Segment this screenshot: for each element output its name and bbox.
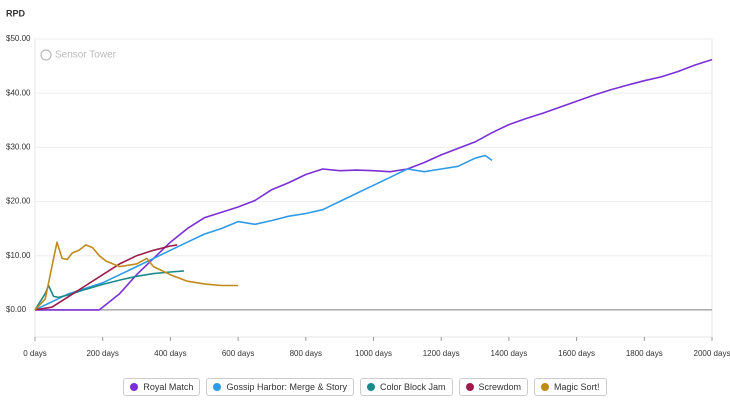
y-tick-label: $40.00 (6, 88, 31, 97)
series-line (34, 244, 178, 311)
legend-item[interactable]: Screwdom (458, 378, 529, 396)
legend-item[interactable]: Color Block Jam (360, 378, 453, 396)
x-tick-label: 1400 days (490, 349, 527, 358)
legend-label: Gossip Harbor: Merge & Story (226, 382, 347, 392)
watermark: Sensor Tower (55, 50, 117, 61)
series-line (34, 154, 493, 311)
series-line (34, 241, 239, 311)
x-tick-label: 200 days (86, 349, 118, 358)
watermark-logo (40, 49, 52, 61)
y-tick-label: $30.00 (6, 142, 31, 151)
x-tick-label: 1600 days (558, 349, 595, 358)
plot-border (34, 38, 713, 338)
chart: RPD Sensor Tower $0.00 $10.00 $20.00 $30.00… (6, 8, 730, 358)
x-tick-label: 800 days (290, 349, 322, 358)
legend-swatch (541, 383, 550, 391)
y-tick-label: $20.00 (6, 197, 31, 206)
x-tick-label: 1800 days (626, 349, 663, 358)
legend-label: Magic Sort! (554, 382, 600, 392)
x-tick-label: 2000 days (694, 349, 730, 358)
legend-swatch (213, 383, 222, 391)
x-tick-label: 1200 days (423, 349, 460, 358)
legend: Royal Match Gossip Harbor: Merge & Story C… (0, 378, 730, 396)
x-tick-label: 600 days (222, 349, 254, 358)
y-tick-label: $50.00 (6, 34, 31, 43)
x-tick-label: 0 days (23, 349, 47, 358)
legend-label: Royal Match (143, 382, 194, 392)
legend-item[interactable]: Royal Match (123, 378, 201, 396)
legend-swatch (367, 383, 375, 391)
legend-swatch (465, 383, 474, 391)
series-line (35, 58, 713, 311)
legend-swatch (130, 383, 139, 391)
chart-title: RPD (6, 8, 26, 18)
x-tick-label: 1000 days (355, 349, 392, 358)
y-tick-label: $0.00 (6, 305, 27, 314)
legend-item[interactable]: Gossip Harbor: Merge & Story (206, 378, 354, 396)
legend-item[interactable]: Magic Sort! (534, 378, 607, 396)
legend-label: Screwdom (478, 382, 522, 392)
y-tick-label: $10.00 (6, 251, 31, 260)
legend-label: Color Block Jam (380, 382, 446, 392)
x-tick-label: 400 days (154, 349, 186, 358)
